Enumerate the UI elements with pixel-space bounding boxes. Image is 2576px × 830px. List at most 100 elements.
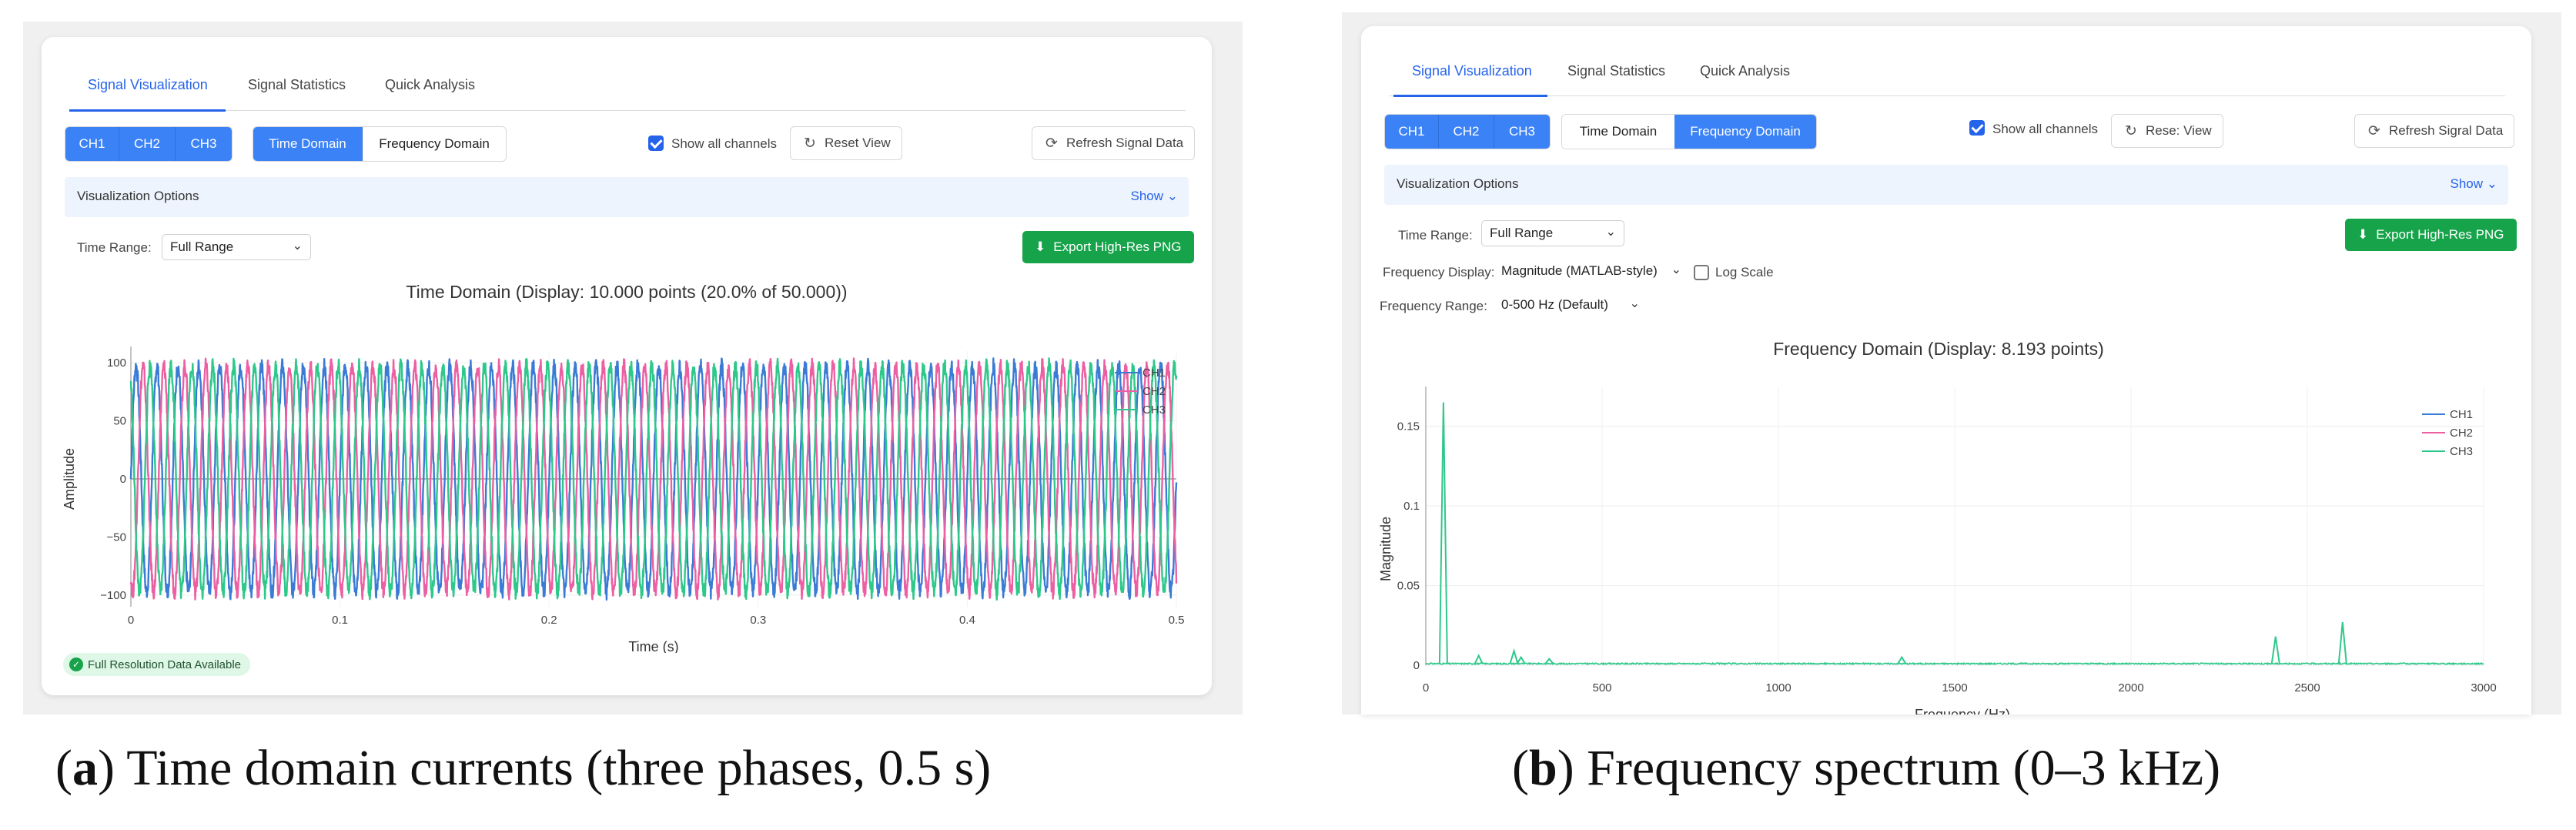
frequency-range-select[interactable]: 0-500 Hz (Default) ⌄ xyxy=(1501,293,1644,319)
tab-signal-statistics[interactable]: Signal Statistics xyxy=(248,77,346,92)
tab-signal-visualization[interactable]: Signal Visualization xyxy=(88,77,208,92)
ch1-button[interactable]: CH1 xyxy=(1385,115,1439,149)
reset-view-button[interactable]: ↻ Reset View xyxy=(790,126,902,160)
check-circle-icon: ✓ xyxy=(69,658,83,671)
reset-view-button[interactable]: ↻ Rese: View xyxy=(2111,114,2223,148)
reset-view-label: Reset View xyxy=(825,136,891,150)
log-scale-checkbox[interactable] xyxy=(1694,265,1709,280)
x-tick-label: 2500 xyxy=(2294,681,2320,694)
chevron-down-icon: ⌄ xyxy=(1629,297,1640,310)
spectrum-peak xyxy=(2270,636,2280,664)
refresh-cw-icon: ↻ xyxy=(2125,122,2137,139)
frequency-domain-button[interactable]: Frequency Domain xyxy=(1674,115,1816,149)
y-axis-label: Amplitude xyxy=(62,448,77,510)
spectrum-peak xyxy=(1544,658,1554,664)
y-tick-label: 0 xyxy=(1413,659,1420,672)
show-all-channels-checkbox[interactable] xyxy=(648,136,664,151)
chevron-down-icon: ⌄ xyxy=(1671,263,1681,276)
y-tick-label: 0.05 xyxy=(1397,580,1420,593)
spectrum-peak xyxy=(1897,655,1907,664)
x-tick-label: 0.2 xyxy=(541,614,557,627)
tab-divider xyxy=(1389,95,2505,96)
show-all-channels-label: Show all channels xyxy=(1992,122,2099,136)
x-tick-label: 3000 xyxy=(2471,681,2496,694)
frequency-domain-button[interactable]: Frequency Domain xyxy=(363,127,506,161)
domain-button-group: Time Domain Frequency Domain xyxy=(253,126,507,162)
channel-button-group: CH1 CH2 CH3 xyxy=(65,126,233,162)
ch3-button[interactable]: CH3 xyxy=(1494,115,1550,149)
frequency-display-label: Frequency Display: xyxy=(1383,265,1495,279)
time-range-label: Time Range: xyxy=(1398,228,1473,243)
x-tick-label: 0.3 xyxy=(750,614,766,627)
log-scale-label: Log Scale xyxy=(1715,265,1774,279)
tab-divider xyxy=(69,110,1186,111)
y-tick-label: −50 xyxy=(107,530,126,544)
series-line-ch2 xyxy=(129,357,1178,601)
x-tick-label: 0.5 xyxy=(1169,614,1185,627)
tab-quick-analysis[interactable]: Quick Analysis xyxy=(1700,63,1791,79)
legend-label-ch2: CH2 xyxy=(1142,385,1166,398)
caption-b: (b) Frequency spectrum (0–3 kHz) xyxy=(1512,740,2221,796)
visualization-options-bar[interactable]: Visualization Options Show ⌄ xyxy=(1384,165,2508,205)
refresh-cw-icon: ↻ xyxy=(804,135,816,152)
ch1-button[interactable]: CH1 xyxy=(65,127,119,161)
x-tick-label: 0.4 xyxy=(959,614,975,627)
x-tick-label: 0 xyxy=(1423,681,1429,694)
show-all-channels-label: Show all channels xyxy=(671,136,778,151)
options-show-toggle[interactable]: Show ⌄ xyxy=(1130,189,1178,203)
panel-b-card: Signal Visualization Signal Statistics Q… xyxy=(1361,26,2531,715)
time-domain-button[interactable]: Time Domain xyxy=(1562,115,1674,149)
time-range-select[interactable]: Full Range ⌄ xyxy=(1481,220,1624,246)
x-tick-label: 0 xyxy=(128,614,134,627)
reset-view-label: Rese: View xyxy=(2146,123,2212,138)
y-tick-label: −100 xyxy=(100,589,126,602)
active-tab-indicator xyxy=(69,109,226,112)
y-tick-label: 0.15 xyxy=(1397,420,1420,433)
download-icon: ⬇ xyxy=(1035,239,1046,254)
refresh-signal-data-label: Refresh Signal Data xyxy=(1066,136,1184,150)
active-tab-indicator xyxy=(1393,95,1547,97)
x-tick-label: 1000 xyxy=(1765,681,1791,694)
time-range-select[interactable]: Full Range ⌄ xyxy=(162,234,311,260)
x-tick-label: 500 xyxy=(1592,681,1611,694)
spectrum-peak xyxy=(1474,654,1484,664)
series-line-ch1 xyxy=(129,357,1178,601)
ch2-button[interactable]: CH2 xyxy=(119,127,176,161)
legend-label-ch2: CH2 xyxy=(2450,427,2473,440)
x-axis-label: Time (s) xyxy=(628,639,678,653)
rotate-icon: ⟳ xyxy=(1045,135,1058,152)
refresh-signal-data-button[interactable]: ⟳ Refresh Signal Data xyxy=(1032,126,1196,160)
export-png-button[interactable]: ⬇ Export High-Res PNG xyxy=(1022,231,1194,263)
frequency-domain-chart[interactable]: 0 0.05 0.1 0.15 0 500 1000 1500 2000 2500 3000 Magn… xyxy=(1361,373,2531,715)
legend-label-ch1: CH1 xyxy=(1142,366,1166,380)
chevron-down-icon: ⌄ xyxy=(2486,176,2497,191)
options-show-toggle[interactable]: Show ⌄ xyxy=(2450,176,2497,191)
series-line-ch3 xyxy=(129,357,1178,601)
y-tick-label: 0 xyxy=(120,473,126,486)
time-domain-button[interactable]: Time Domain xyxy=(253,127,363,161)
spectrum-peak xyxy=(2337,622,2347,664)
frequency-display-select[interactable]: Magnitude (MATLAB-style) ⌄ xyxy=(1501,259,1686,285)
x-tick-label: 1500 xyxy=(1942,681,1967,694)
ch2-button[interactable]: CH2 xyxy=(1439,115,1494,149)
visualization-options-bar[interactable]: Visualization Options Show ⌄ xyxy=(65,177,1189,217)
export-png-label: Export High-Res PNG xyxy=(2376,227,2504,242)
spectrum-noise-floor xyxy=(1425,661,2484,666)
tab-signal-visualization[interactable]: Signal Visualization xyxy=(1412,63,1532,79)
export-png-button[interactable]: ⬇ Export High-Res PNG xyxy=(2345,219,2517,251)
chevron-down-icon: ⌄ xyxy=(292,239,303,253)
legend-label-ch3: CH3 xyxy=(1142,403,1166,417)
frequency-range-label: Frequency Range: xyxy=(1380,299,1487,313)
tab-quick-analysis[interactable]: Quick Analysis xyxy=(385,77,476,92)
refresh-signal-data-button[interactable]: ⟳ Refresh Sigral Data xyxy=(2354,114,2515,148)
spectrum-peak xyxy=(1438,402,1448,664)
download-icon: ⬇ xyxy=(2357,227,2369,242)
time-range-label: Time Range: xyxy=(77,240,152,255)
channel-button-group: CH1 CH2 CH3 xyxy=(1384,114,1551,149)
tab-signal-statistics[interactable]: Signal Statistics xyxy=(1567,63,1666,79)
time-chart-title: Time Domain (Display: 10.000 points (20.… xyxy=(406,282,848,302)
show-all-channels-checkbox[interactable] xyxy=(1969,120,1985,136)
ch3-button[interactable]: CH3 xyxy=(176,127,232,161)
x-tick-label: 2000 xyxy=(2118,681,2143,694)
